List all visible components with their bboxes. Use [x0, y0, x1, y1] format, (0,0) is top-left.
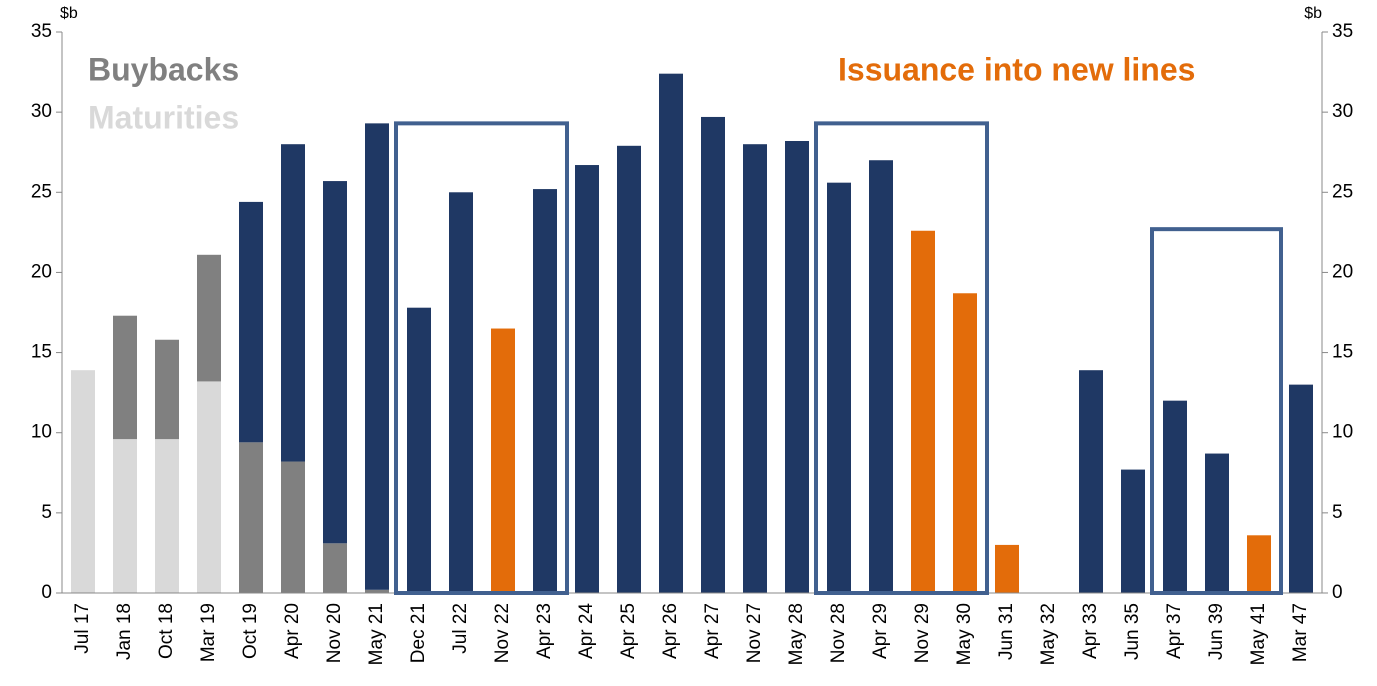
bar	[155, 439, 179, 593]
x-tick-label: Apr 27	[702, 603, 723, 659]
y-tick-label: 20	[31, 261, 52, 282]
x-tick-label: Apr 20	[282, 603, 303, 659]
x-tick-label: May 21	[366, 603, 387, 665]
bar	[1247, 535, 1271, 593]
bar	[197, 254, 221, 382]
x-tick-label: Apr 37	[1164, 603, 1185, 659]
bar	[533, 189, 557, 593]
bar	[869, 160, 893, 593]
bar	[953, 293, 977, 593]
legend-label: Buybacks	[88, 51, 239, 87]
bar	[323, 181, 347, 544]
bar	[1079, 370, 1103, 593]
y2-tick-label: 15	[1332, 342, 1353, 363]
x-tick-label: May 28	[786, 603, 807, 665]
x-tick-label: Oct 19	[240, 603, 261, 659]
x-tick-label: Dec 21	[408, 603, 429, 663]
x-tick-label: Apr 24	[576, 603, 597, 659]
bar	[71, 370, 95, 593]
bar	[281, 144, 305, 462]
x-tick-label: Jul 22	[450, 603, 471, 654]
x-tick-label: Oct 18	[156, 603, 177, 659]
bar	[449, 192, 473, 594]
y2-tick-label: 10	[1332, 422, 1353, 443]
bar	[239, 201, 263, 443]
bar	[491, 328, 515, 593]
y-tick-label: 0	[41, 582, 52, 603]
bar	[1205, 453, 1229, 593]
bar	[323, 543, 347, 593]
bar	[365, 123, 389, 590]
y2-axis-label: $b	[1304, 5, 1322, 22]
bar	[617, 145, 641, 593]
y2-tick-label: 35	[1332, 21, 1353, 42]
y-tick-label: 30	[31, 101, 52, 122]
bar	[365, 589, 389, 593]
x-tick-label: Mar 19	[198, 603, 219, 662]
x-tick-label: Apr 29	[870, 603, 891, 659]
bar	[113, 315, 137, 440]
x-tick-label: Apr 33	[1080, 603, 1101, 659]
x-tick-label: Jul 17	[72, 603, 93, 654]
x-tick-label: May 32	[1038, 603, 1059, 665]
bar	[113, 439, 137, 593]
y-tick-label: 35	[31, 21, 52, 42]
y2-tick-label: 0	[1332, 582, 1343, 603]
x-tick-label: Nov 28	[828, 603, 849, 663]
y2-tick-label: 20	[1332, 261, 1353, 282]
bar	[995, 544, 1019, 593]
legend-label: Issuance into new lines	[838, 51, 1195, 87]
x-tick-label: Jun 35	[1122, 603, 1143, 660]
legend-label: Maturities	[88, 99, 239, 135]
bar	[743, 144, 767, 593]
x-tick-label: Jun 31	[996, 603, 1017, 660]
y-tick-label: 5	[41, 502, 52, 523]
x-tick-label: Nov 20	[324, 603, 345, 663]
highlight-box	[1150, 227, 1283, 595]
x-tick-label: May 41	[1248, 603, 1269, 665]
bar	[281, 461, 305, 593]
x-tick-label: Apr 25	[618, 603, 639, 659]
x-tick-label: Nov 22	[492, 603, 513, 663]
bar	[1121, 469, 1145, 593]
bar	[575, 165, 599, 593]
y2-tick-label: 30	[1332, 101, 1353, 122]
y2-tick-label: 5	[1332, 502, 1343, 523]
x-tick-label: Nov 29	[912, 603, 933, 663]
x-tick-label: Jun 39	[1206, 603, 1227, 660]
x-tick-label: May 30	[954, 603, 975, 665]
y-axis-label: $b	[60, 5, 78, 22]
bar	[197, 381, 221, 593]
bar	[785, 140, 809, 593]
y2-tick-label: 25	[1332, 181, 1353, 202]
bar	[659, 73, 683, 593]
bar	[407, 307, 431, 593]
highlight-box	[394, 121, 569, 595]
x-tick-label: Jan 18	[114, 603, 135, 660]
x-tick-label: Apr 23	[534, 603, 555, 659]
y-tick-label: 15	[31, 342, 52, 363]
bar	[827, 182, 851, 593]
bar	[911, 230, 935, 594]
bar	[239, 442, 263, 593]
x-tick-label: Mar 47	[1290, 603, 1311, 662]
highlight-box	[814, 121, 989, 595]
bar	[1163, 400, 1187, 593]
x-tick-label: Nov 27	[744, 603, 765, 663]
bar	[701, 116, 725, 594]
bar	[1289, 384, 1313, 593]
y-tick-label: 25	[31, 181, 52, 202]
x-tick-label: Apr 26	[660, 603, 681, 659]
y-tick-label: 10	[31, 422, 52, 443]
bar	[155, 339, 179, 440]
